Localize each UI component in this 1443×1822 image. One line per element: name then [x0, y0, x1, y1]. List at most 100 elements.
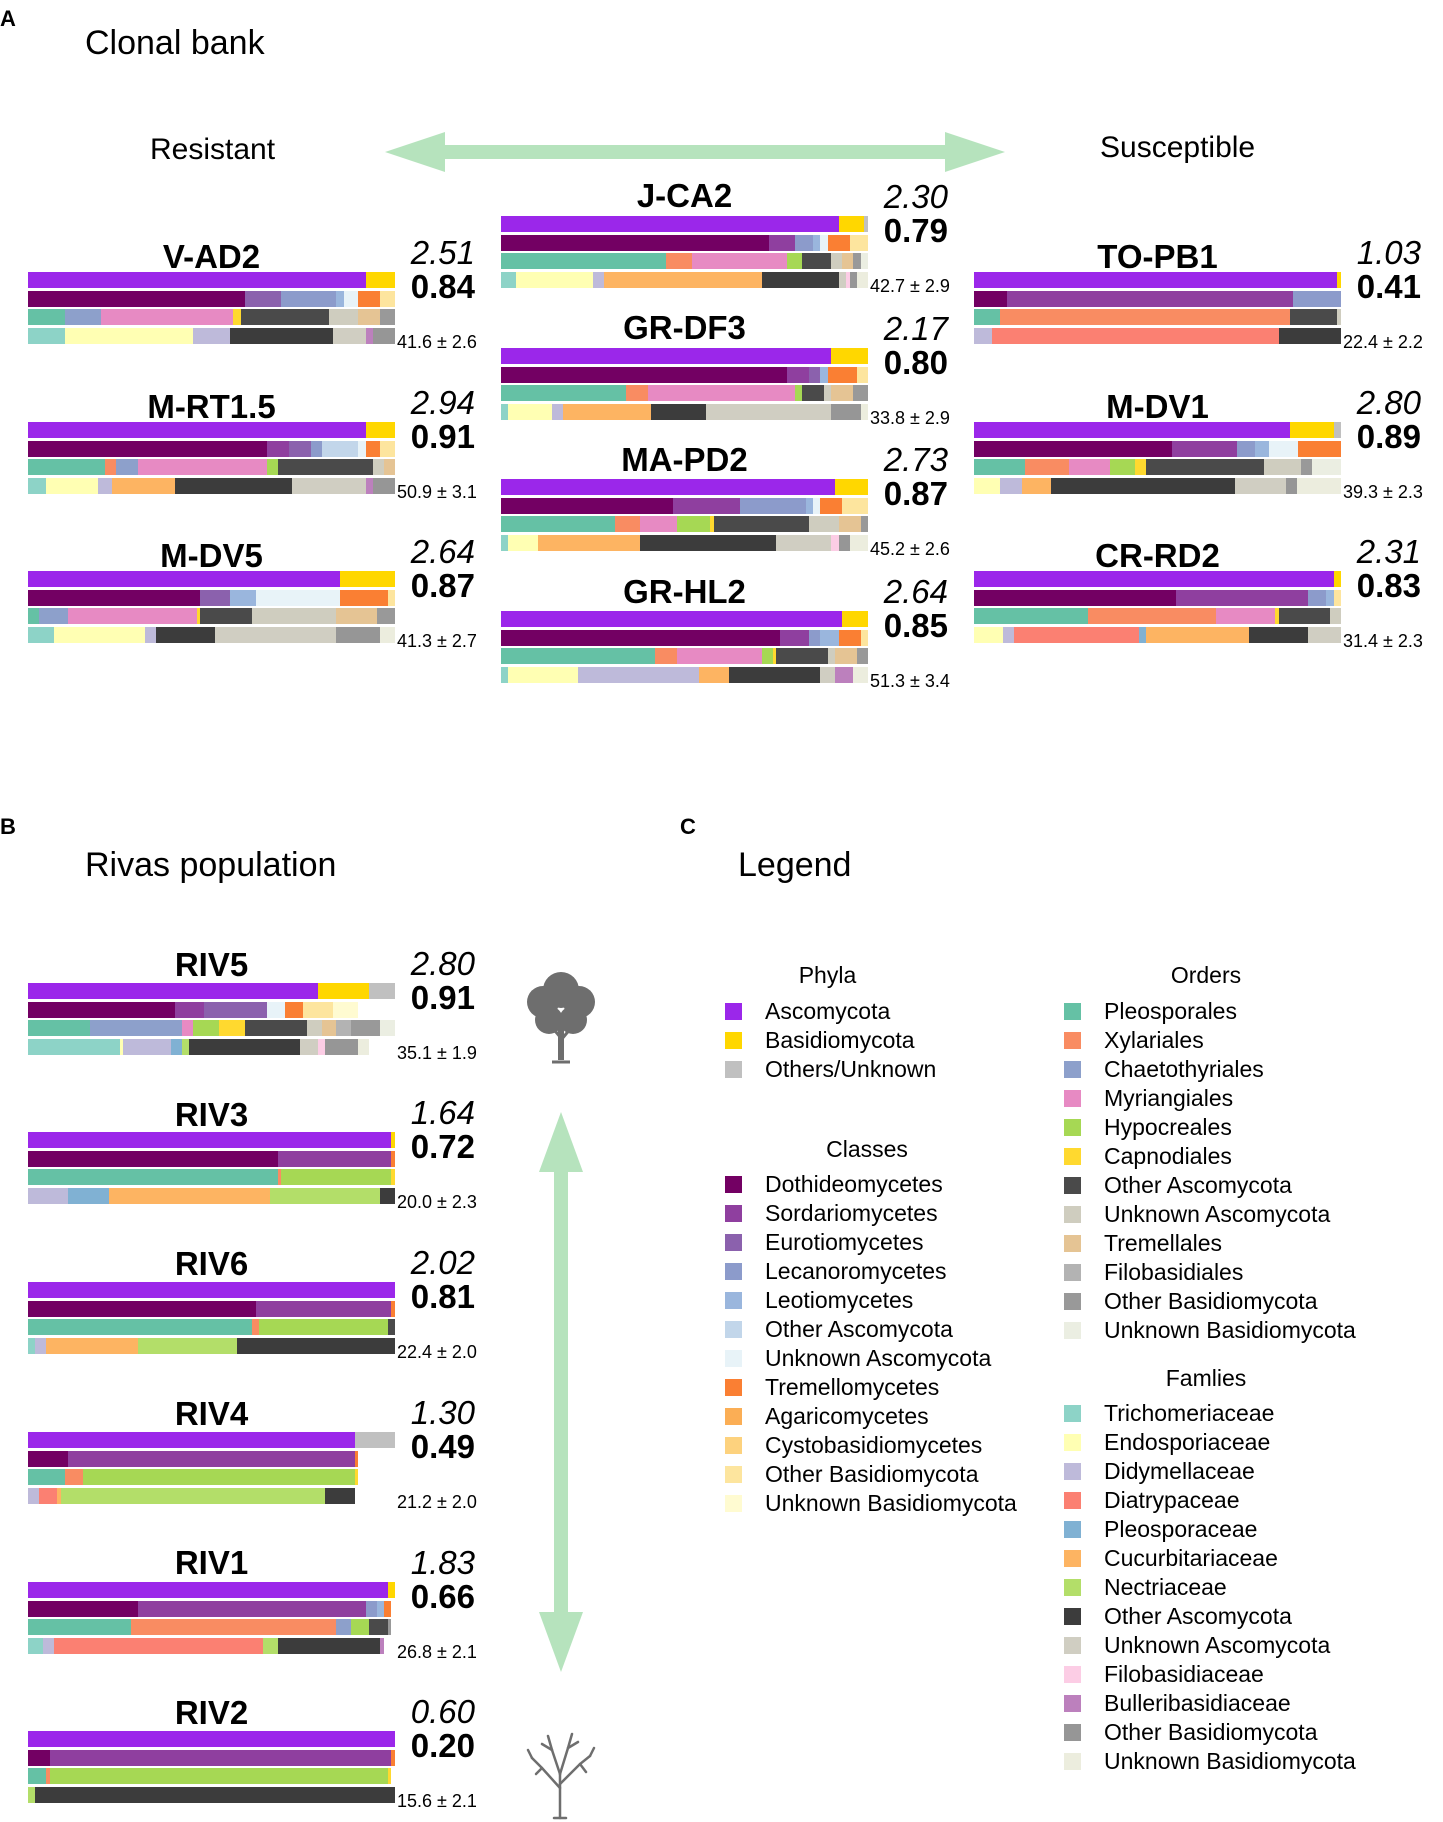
bar-segment	[53, 626, 146, 643]
bar-segment	[1175, 589, 1308, 606]
bar-segment	[515, 271, 593, 288]
bar-segment	[849, 534, 868, 551]
legend-swatch	[1064, 1148, 1081, 1165]
legend-item: Other Basidiomycota	[1064, 1287, 1356, 1316]
bar-row-phylum	[501, 348, 868, 364]
sample-name-riv3: RIV3	[174, 1096, 249, 1133]
legend-swatch	[1064, 1463, 1081, 1480]
legend-swatch	[1064, 1637, 1081, 1654]
stacked-bars-riv6	[28, 1282, 395, 1356]
bar-segment	[112, 477, 175, 494]
bar-segment	[200, 589, 230, 606]
bar-segment	[768, 234, 795, 251]
bar-segment	[651, 403, 707, 420]
bar-row-phylum	[28, 1132, 395, 1148]
bar-segment	[787, 366, 810, 383]
bar-segment	[614, 516, 641, 532]
bar-segment	[270, 1187, 381, 1204]
bar-segment	[332, 1001, 359, 1018]
bar-segment	[999, 477, 1022, 494]
bar-segment	[244, 1020, 307, 1036]
bar-segment	[369, 983, 395, 999]
legend-label: Other Basidiomycota	[765, 1461, 979, 1487]
legend-label: Other Basidiomycota	[1104, 1719, 1318, 1745]
stacked-bars-riv1	[28, 1582, 395, 1656]
bar-segment	[266, 459, 278, 475]
bar-segment	[391, 1169, 395, 1185]
bar-segment	[501, 385, 626, 401]
bar-row-phylum	[974, 272, 1341, 288]
bar-segment	[237, 1337, 395, 1354]
bar-segment	[501, 366, 788, 383]
bar-segment	[1311, 459, 1341, 475]
bar-segment	[244, 290, 282, 307]
bar-segment	[391, 1749, 395, 1766]
legend-item: Others/Unknown	[725, 1055, 936, 1084]
bar-row-class	[28, 1450, 395, 1467]
bar-segment	[673, 497, 740, 514]
simpson-index: 0.66	[410, 1578, 475, 1615]
sample-name-j-ca2: J-CA2	[636, 177, 733, 214]
bar-row-class	[974, 290, 1341, 307]
bar-segment	[677, 648, 762, 664]
bar-segment	[772, 648, 777, 664]
bar-row-class	[28, 440, 395, 457]
bar-row-class	[28, 589, 395, 606]
bar-segment	[501, 666, 509, 683]
bar-row-order	[28, 459, 395, 475]
legend-item: Basidiomycota	[725, 1026, 936, 1055]
bar-row-order	[974, 459, 1341, 475]
sample-name-m-dv1: M-DV1	[1106, 388, 1209, 425]
legend-swatch	[725, 1292, 742, 1309]
legend-item: Filobasidiaceae	[1064, 1660, 1356, 1689]
bar-segment	[1263, 459, 1301, 475]
bar-segment	[391, 1300, 395, 1317]
richness-value: 22.4 ± 2.0	[397, 1342, 477, 1362]
bar-segment	[365, 272, 395, 288]
bar-segment	[820, 629, 839, 646]
bar-segment	[640, 516, 678, 532]
legend-label: Trichomeriaceae	[1104, 1400, 1275, 1426]
legend-label: Unknown Ascomycota	[765, 1345, 992, 1371]
legend-label: Other Ascomycota	[1104, 1603, 1292, 1629]
bar-segment	[501, 534, 509, 551]
legend-label: Pleosporaceae	[1104, 1516, 1258, 1542]
bar-segment	[174, 1001, 205, 1018]
legend-swatch	[725, 1263, 742, 1280]
stacked-bars-to-pb1	[974, 272, 1341, 346]
legend-orders-title: Orders	[1170, 962, 1242, 988]
bar-segment	[266, 1001, 285, 1018]
legend-label: Diatrypaceae	[1104, 1487, 1240, 1513]
legend-item: Didymellaceae	[1064, 1457, 1356, 1486]
bar-segment	[625, 385, 648, 401]
bar-segment	[28, 1187, 69, 1204]
legend-swatch	[725, 1032, 742, 1049]
simpson-index: 0.91	[410, 979, 475, 1016]
legend-label: Cucurbitariaceae	[1104, 1545, 1278, 1571]
simpson-index: 0.49	[410, 1428, 475, 1465]
bar-row-order	[28, 309, 395, 325]
bar-segment	[501, 234, 769, 251]
richness-value: 50.9 ± 3.1	[397, 482, 477, 502]
shannon-index: 1.03	[1356, 234, 1421, 271]
bar-segment	[28, 1300, 256, 1317]
bar-segment	[28, 1020, 91, 1036]
bar-segment	[1307, 626, 1341, 643]
bar-segment	[277, 459, 373, 475]
bar-segment	[28, 1768, 47, 1784]
legend-label: Filobasidiales	[1104, 1259, 1244, 1285]
bar-row-phylum	[28, 983, 395, 999]
legend-swatch	[725, 1408, 742, 1425]
bar-segment	[145, 626, 157, 643]
bar-segment	[501, 271, 516, 288]
bar-row-phylum	[28, 422, 395, 438]
bar-segment	[974, 459, 1026, 475]
legend-families-title: Famlies	[1165, 1365, 1247, 1391]
bar-segment	[380, 626, 395, 643]
richness-value: 22.4 ± 2.2	[1343, 332, 1423, 352]
bar-row-phylum	[28, 272, 395, 288]
legend-label: Other Ascomycota	[1104, 1172, 1292, 1198]
bar-row-order	[28, 1768, 395, 1784]
bar-segment	[508, 403, 553, 420]
legend-item: Ascomycota	[725, 997, 936, 1026]
